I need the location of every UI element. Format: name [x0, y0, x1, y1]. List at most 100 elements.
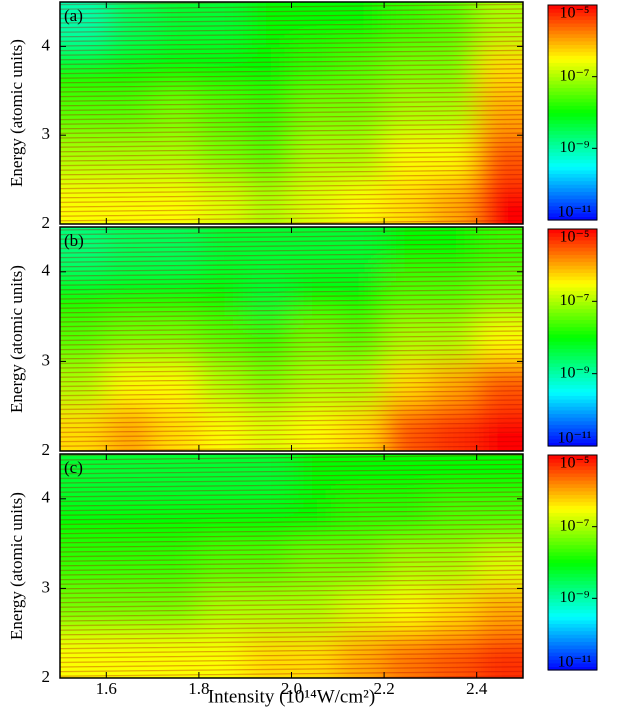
colorbar-segment	[548, 541, 597, 546]
colorbar-segment	[548, 609, 597, 614]
colorbar-segment	[548, 126, 597, 132]
heatmap-cells	[60, 2, 523, 224]
colorbar-segment	[548, 435, 597, 440]
colorbar-segment	[548, 254, 597, 259]
colorbar-segment	[548, 30, 597, 35]
colorbar-segment	[548, 576, 597, 582]
colorbar-segment	[548, 326, 597, 331]
panel-label: (c)	[64, 458, 83, 477]
colorbar-segment	[548, 333, 597, 339]
colorbar-tick-label: 10⁻⁹	[559, 139, 589, 156]
colorbar-segment	[548, 123, 597, 128]
colorbar-segment	[548, 483, 597, 488]
colorbar-segment	[548, 544, 597, 549]
colorbar-segment	[548, 555, 597, 560]
y-tick-label: 4	[42, 488, 51, 507]
colorbar-segment	[548, 209, 597, 214]
colorbar-segment	[548, 323, 597, 328]
colorbar-segment	[548, 55, 597, 60]
colorbar-segment	[548, 187, 597, 192]
colorbar-segment	[548, 413, 597, 418]
colorbar-segment	[548, 151, 597, 157]
heatmap-cells	[60, 227, 523, 451]
colorbar-segment	[548, 537, 597, 542]
colorbar-segment	[548, 173, 597, 178]
colorbar-segment	[548, 101, 597, 106]
colorbar-segment	[548, 351, 597, 357]
colorbar-segment	[548, 15, 597, 20]
colorbar-segment	[548, 472, 597, 478]
colorbar-segment	[548, 239, 597, 245]
colorbar-segment	[548, 229, 597, 234]
colorbar-segment	[548, 83, 597, 89]
colorbar-tick-label: 10⁻¹¹	[557, 430, 591, 447]
colorbar-segment	[548, 551, 597, 556]
colorbar-segment	[548, 424, 597, 429]
y-tick-label: 4	[42, 261, 51, 280]
colorbar-segment	[548, 257, 597, 263]
stripe-overlay	[60, 227, 523, 451]
colorbar-segment	[548, 177, 597, 182]
colorbar-tick-label: 10⁻⁷	[559, 517, 589, 534]
colorbar-segment	[548, 236, 597, 241]
colorbar-segment	[548, 108, 597, 114]
colorbar-segment	[548, 634, 597, 639]
x-tick-label: 2.2	[373, 679, 394, 698]
colorbar-segment	[548, 605, 597, 610]
colorbar-segment	[548, 91, 597, 96]
y-tick-label: 2	[42, 213, 51, 232]
colorbar-segment	[548, 455, 597, 460]
colorbar-segment	[548, 533, 597, 539]
colorbar-frame	[547, 454, 598, 671]
y-tick-label: 2	[42, 667, 51, 686]
colorbar-segment	[548, 417, 597, 422]
colorbar-segment	[548, 612, 597, 617]
x-axis-label: Intensity (10¹⁴W/cm²)	[208, 686, 375, 707]
colorbar-segment	[548, 523, 597, 528]
colorbar-segment	[548, 87, 597, 92]
colorbar-segment	[548, 22, 597, 28]
colorbar-segment	[548, 666, 597, 671]
colorbar-segment	[548, 119, 597, 124]
colorbar-segment	[548, 330, 597, 335]
colorbar-segment	[548, 655, 597, 660]
colorbar-segment	[548, 279, 597, 284]
colorbar-segment	[548, 304, 597, 310]
colorbar-segment	[548, 580, 597, 585]
colorbar-segment	[548, 462, 597, 467]
colorbar-segment	[548, 373, 597, 378]
colorbar-segment	[548, 290, 597, 295]
colorbar-segment	[548, 159, 597, 164]
colorbar-segment	[548, 480, 597, 485]
colorbar-segment	[548, 501, 597, 506]
x-tick-label: 2.0	[281, 679, 302, 698]
heatmap-cells	[60, 454, 523, 678]
colorbar-tick-label: 10⁻⁹	[559, 364, 589, 381]
colorbar-segment	[548, 202, 597, 207]
colorbar-segment	[548, 216, 597, 221]
colorbar-segment	[548, 427, 597, 433]
colorbar-segment	[548, 283, 597, 288]
colorbar-segment	[548, 395, 597, 400]
colorbar-segment	[548, 487, 597, 492]
colorbar-segment	[548, 162, 597, 167]
y-tick-label: 4	[42, 35, 51, 54]
colorbar-segment	[548, 12, 597, 17]
colorbar-segment	[548, 112, 597, 117]
colorbar-segment	[548, 19, 597, 24]
y-tick-label: 3	[42, 124, 51, 143]
colorbar-segment	[548, 370, 597, 375]
colorbar-segment	[548, 623, 597, 628]
colorbar-segment	[548, 548, 597, 553]
colorbar-tick-label: 10⁻¹¹	[557, 204, 591, 221]
colorbar-segment	[548, 247, 597, 252]
colorbar-segment	[548, 169, 597, 175]
colorbar-segment	[548, 180, 597, 185]
colorbar-segment	[548, 137, 597, 142]
colorbar-segment	[548, 458, 597, 463]
colorbar-segment	[548, 505, 597, 510]
colorbar-segment	[548, 409, 597, 415]
colorbar-segment	[548, 662, 597, 668]
colorbar-segment	[548, 388, 597, 393]
